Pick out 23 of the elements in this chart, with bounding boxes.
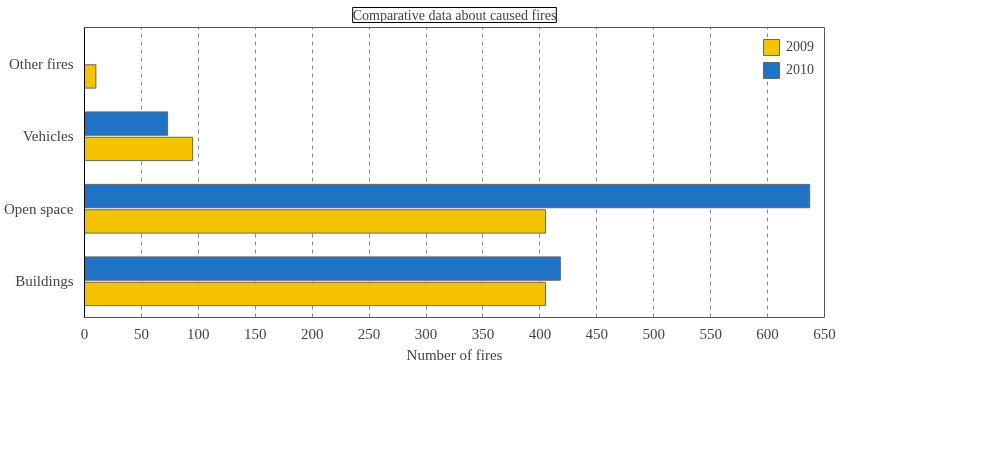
x-tick-label: 300: [414, 325, 438, 342]
x-tick-label: 0: [80, 325, 89, 342]
chart-title: Comparative data about caused fires: [352, 7, 557, 23]
y-tick-label: Buildings: [15, 273, 74, 290]
x-tick-label: 550: [699, 325, 722, 342]
x-tick-label: 200: [300, 325, 324, 342]
y-tick-label: Other fires: [8, 55, 74, 72]
x-tick-label: 600: [756, 325, 779, 342]
x-tick-label: 150: [244, 325, 267, 342]
x-tick-label: 500: [642, 325, 665, 342]
x-tick-label: 250: [357, 325, 381, 342]
bar: [84, 64, 97, 89]
x-tick-label: 50: [133, 325, 149, 342]
y-tick-label: Vehicles: [22, 128, 74, 145]
legend-label: 2009: [786, 39, 814, 55]
x-tick-label: 450: [585, 325, 609, 342]
x-axis-title: Number of fires: [406, 346, 503, 363]
x-tick-label: 350: [471, 325, 495, 342]
y-tick-label: Open space: [3, 200, 74, 217]
legend-label: 2010: [786, 62, 814, 78]
x-tick-label: 100: [187, 325, 210, 342]
x-tick-label: 400: [528, 325, 552, 342]
x-tick-label: 650: [813, 325, 836, 342]
